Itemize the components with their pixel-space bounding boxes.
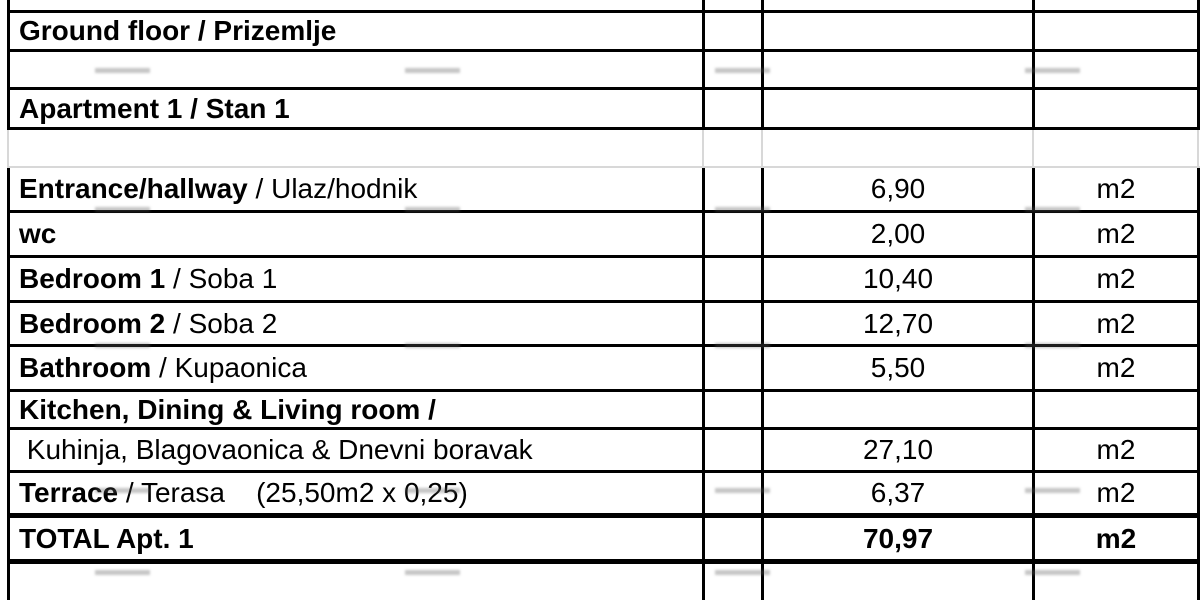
room-name-en: Bathroom — [19, 352, 152, 383]
unit-cell — [1035, 564, 1200, 600]
room-row: Kuhinja, Blagovaonica & Dnevni boravak 27… — [7, 430, 1200, 473]
area-value-cell — [764, 52, 1035, 87]
narrow-cell — [705, 473, 764, 513]
room-row: Kitchen, Dining & Living room / — [7, 392, 1200, 430]
partial-row — [7, 0, 1200, 13]
area-value-cell: 6,37 — [764, 473, 1035, 513]
unit-cell: m2 — [1035, 473, 1200, 513]
unit-cell — [1035, 392, 1200, 427]
area-value-cell: 5,50 — [764, 347, 1035, 389]
area-value-cell: 27,10 — [764, 430, 1035, 470]
room-label-cell: TOTAL Apt. 1 — [10, 518, 705, 559]
room-name-en: wc — [19, 218, 57, 249]
room-row: Bedroom 1 / Soba 1 10,40 m2 — [7, 258, 1200, 303]
narrow-cell — [705, 168, 764, 210]
area-value-cell: 10,40 — [764, 258, 1035, 300]
unit-cell — [1035, 52, 1200, 87]
room-label-cell — [10, 52, 705, 87]
narrow-cell — [705, 303, 764, 344]
room-label-cell — [9, 130, 704, 166]
unit-cell — [1035, 0, 1200, 10]
unit-cell — [1034, 130, 1199, 166]
narrow-cell — [705, 213, 764, 255]
unit-cell — [1035, 13, 1200, 49]
unit-cell: m2 — [1035, 168, 1200, 210]
narrow-cell — [704, 130, 763, 166]
room-name-en: TOTAL Apt. 1 — [19, 522, 194, 554]
area-table: Ground floor / Prizemlje Apartment 1 / St… — [7, 0, 1200, 600]
room-label-cell: Bedroom 1 / Soba 1 — [10, 258, 705, 300]
unit-cell — [1035, 90, 1200, 127]
room-name-en: Terrace — [19, 477, 119, 508]
room-label-cell: Kitchen, Dining & Living room / — [10, 392, 705, 427]
room-name-en: Bedroom 2 — [19, 307, 166, 339]
room-row: wc 2,00 m2 — [7, 213, 1200, 258]
area-value-cell: 12,70 — [764, 303, 1035, 344]
room-label-cell: Bedroom 2 / Soba 2 — [10, 303, 705, 344]
area-value-cell: 6,90 — [764, 168, 1035, 210]
empty-row — [7, 52, 1200, 90]
area-value-cell — [764, 90, 1035, 127]
narrow-cell — [705, 90, 764, 127]
room-name-hr: Kuhinja, Blagovaonica & Dnevni boravak — [19, 434, 533, 465]
room-name-hr: / Kupaonica — [151, 352, 307, 383]
unit-cell: m2 — [1035, 347, 1200, 389]
unit-cell: m2 — [1035, 518, 1200, 559]
room-label-cell — [10, 0, 705, 10]
area-value-cell — [764, 13, 1035, 49]
area-value-cell — [764, 564, 1035, 600]
section-header-row: Ground floor / Prizemlje — [7, 13, 1200, 52]
area-value-cell: 70,97 — [764, 518, 1035, 559]
section-title: Ground floor / Prizemlje — [19, 15, 337, 46]
narrow-cell — [705, 392, 764, 427]
room-name-en: Entrance/hallway — [19, 173, 248, 204]
narrow-cell — [705, 0, 764, 10]
area-value-cell — [763, 130, 1034, 166]
narrow-cell — [705, 13, 764, 49]
room-name-hr: / Soba 2 — [165, 307, 278, 339]
room-label-cell: Apartment 1 / Stan 1 — [10, 90, 705, 127]
room-label-cell — [10, 564, 705, 600]
room-row: Bathroom / Kupaonica 5,50 m2 — [7, 347, 1200, 392]
room-label-cell: Terrace / Terasa (25,50m2 x 0,25) — [10, 473, 705, 513]
room-row: Entrance/hallway / Ulaz/hodnik 6,90 m2 — [7, 168, 1200, 213]
section-header-row: Apartment 1 / Stan 1 — [7, 90, 1200, 130]
narrow-cell — [705, 347, 764, 389]
narrow-cell — [705, 518, 764, 559]
room-label-cell: Kuhinja, Blagovaonica & Dnevni boravak — [10, 430, 705, 470]
section-title: Apartment 1 / Stan 1 — [19, 92, 290, 124]
room-label-cell: Ground floor / Prizemlje — [10, 13, 705, 49]
unit-cell: m2 — [1035, 303, 1200, 344]
unit-cell: m2 — [1035, 213, 1200, 255]
room-name-en: Kitchen, Dining & Living room / — [19, 393, 436, 425]
room-name-en: Bedroom 1 — [19, 263, 166, 294]
room-name-hr: / Terasa (25,50m2 x 0,25) — [118, 477, 468, 508]
empty-row — [7, 564, 1200, 600]
spacer-row — [7, 130, 1200, 168]
room-row: Bedroom 2 / Soba 2 12,70 m2 — [7, 303, 1200, 347]
unit-cell: m2 — [1035, 258, 1200, 300]
room-label-cell: Bathroom / Kupaonica — [10, 347, 705, 389]
room-name-hr: / Soba 1 — [165, 263, 278, 294]
total-row: TOTAL Apt. 1 70,97 m2 — [7, 518, 1200, 564]
unit-cell: m2 — [1035, 430, 1200, 470]
narrow-cell — [705, 258, 764, 300]
room-name-hr: / Ulaz/hodnik — [247, 173, 418, 204]
room-row: Terrace / Terasa (25,50m2 x 0,25) 6,37 m2 — [7, 473, 1200, 518]
room-label-cell: Entrance/hallway / Ulaz/hodnik — [10, 168, 705, 210]
area-value-cell — [764, 0, 1035, 10]
area-value-cell: 2,00 — [764, 213, 1035, 255]
area-value-cell — [764, 392, 1035, 427]
room-label-cell: wc — [10, 213, 705, 255]
narrow-cell — [705, 430, 764, 470]
narrow-cell — [705, 564, 764, 600]
narrow-cell — [705, 52, 764, 87]
